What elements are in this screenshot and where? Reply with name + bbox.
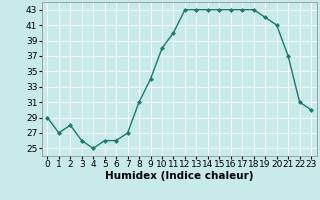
X-axis label: Humidex (Indice chaleur): Humidex (Indice chaleur) <box>105 171 253 181</box>
